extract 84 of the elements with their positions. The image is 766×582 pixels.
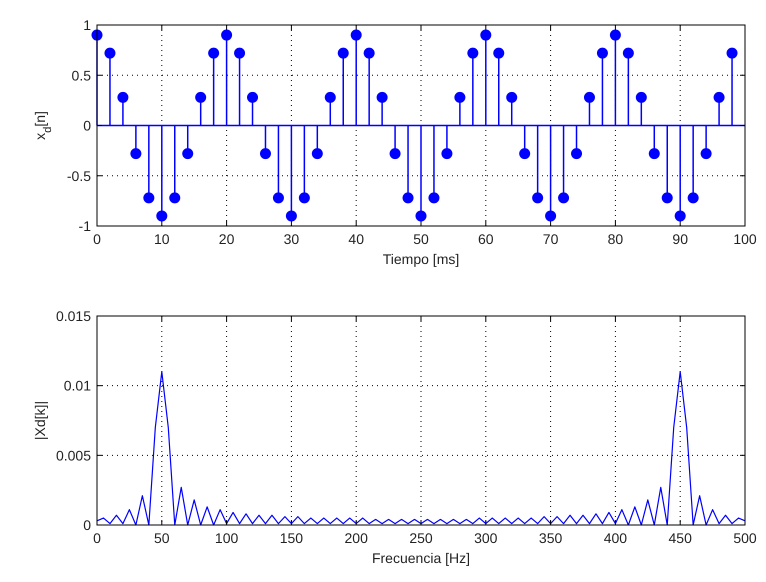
x-tick-label: 0 — [93, 231, 102, 247]
point — [350, 30, 362, 41]
point — [364, 48, 375, 59]
point — [208, 48, 220, 59]
x-tick-label: 70 — [542, 231, 559, 247]
point — [648, 148, 660, 160]
point — [428, 192, 440, 204]
point — [402, 192, 414, 204]
point — [726, 48, 738, 59]
x-tick-label: 100 — [733, 231, 757, 247]
point — [234, 48, 246, 59]
y-tick-label: 0.005 — [56, 447, 92, 464]
point — [596, 48, 608, 59]
point — [324, 92, 336, 103]
point — [532, 192, 544, 204]
point — [700, 148, 712, 160]
point — [519, 148, 530, 160]
y-tick-label: -1 — [78, 218, 92, 234]
point — [117, 92, 128, 103]
x-tick-label: 450 — [668, 530, 692, 546]
x-tick-label: 90 — [672, 231, 688, 247]
point — [571, 148, 582, 160]
point — [416, 210, 426, 222]
point — [247, 92, 258, 103]
x-tick-label: 20 — [218, 231, 235, 247]
point — [143, 192, 154, 204]
x-tick-label: 400 — [604, 530, 628, 546]
point — [662, 192, 673, 204]
point — [545, 210, 556, 222]
y-tick-label: 0 — [83, 517, 92, 533]
x-tick-label: 150 — [280, 530, 304, 546]
point — [104, 48, 116, 59]
point — [454, 92, 466, 103]
point — [169, 192, 180, 204]
point — [130, 148, 142, 160]
point — [467, 48, 478, 59]
point — [636, 92, 647, 103]
point — [272, 192, 284, 204]
point — [688, 192, 699, 204]
x-tick-label: 0 — [93, 530, 102, 546]
y-tick-label: 0.01 — [64, 378, 92, 394]
y-tick-label: 0.5 — [72, 67, 92, 84]
point — [260, 148, 271, 160]
point — [714, 92, 725, 103]
x-tick-label: 50 — [413, 231, 429, 247]
point — [156, 210, 168, 222]
line-series — [96, 371, 746, 526]
point — [298, 192, 310, 204]
point — [622, 48, 634, 59]
x-tick-label: 40 — [348, 231, 364, 247]
point — [493, 48, 504, 59]
point — [610, 30, 621, 41]
x-tick-label: 300 — [474, 530, 498, 546]
x-tick-label: 60 — [478, 231, 494, 247]
point — [480, 30, 492, 41]
y-tick-label: 0.015 — [56, 308, 92, 324]
point — [558, 192, 570, 204]
point — [221, 30, 232, 41]
point — [390, 148, 401, 160]
x-axis-title: Frecuencia [Hz] — [372, 550, 470, 566]
point — [182, 148, 194, 160]
point — [441, 148, 452, 160]
x-axis-title: Tiempo [ms] — [382, 251, 460, 267]
point — [338, 48, 349, 59]
x-tick-label: 250 — [409, 530, 433, 546]
x-tick-label: 350 — [538, 530, 562, 546]
x-tick-label: 30 — [284, 231, 300, 247]
x-tick-label: 50 — [154, 530, 170, 546]
x-tick-label: 500 — [733, 530, 757, 546]
point — [312, 148, 323, 160]
point — [584, 92, 595, 103]
point — [506, 92, 518, 103]
x-tick-label: 10 — [154, 231, 170, 247]
y-tick-label: 1 — [83, 17, 92, 33]
y-tick-label: 0 — [83, 118, 92, 134]
x-tick-label: 200 — [344, 530, 368, 546]
x-tick-label: 80 — [608, 231, 624, 247]
point — [376, 92, 388, 103]
point — [674, 210, 686, 222]
x-tick-label: 100 — [214, 530, 238, 546]
y-tick-label: -0.5 — [66, 168, 92, 184]
y-axis-title: |Xd[k]| — [32, 400, 48, 440]
point — [286, 210, 297, 222]
point — [195, 92, 206, 103]
